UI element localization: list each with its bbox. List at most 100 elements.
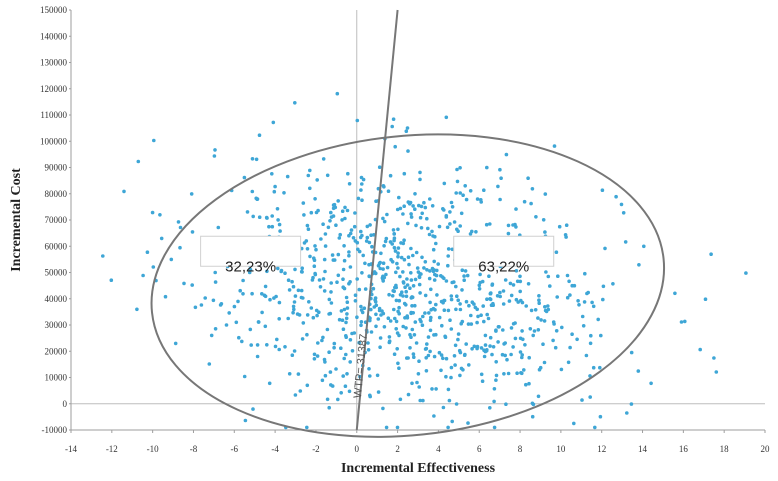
scatter-point xyxy=(319,237,323,241)
scatter-point xyxy=(395,425,400,430)
scatter-point xyxy=(418,170,422,175)
scatter-point xyxy=(376,390,381,394)
scatter-point xyxy=(460,288,464,292)
scatter-point xyxy=(238,288,242,293)
scatter-point xyxy=(479,372,484,377)
annotation-box-bg xyxy=(200,235,302,267)
scatter-point xyxy=(480,279,485,284)
scatter-point xyxy=(405,356,409,360)
scatter-point xyxy=(250,291,254,296)
annotation-box: 63,22% xyxy=(453,235,555,275)
scatter-point xyxy=(234,320,239,325)
scatter-point xyxy=(459,366,464,371)
scatter-point xyxy=(475,320,479,325)
scatter-point xyxy=(444,356,449,361)
scatter-point xyxy=(465,273,470,278)
scatter-point xyxy=(378,266,383,271)
scatter-point xyxy=(273,184,277,189)
scatter-point xyxy=(551,338,555,343)
scatter-point xyxy=(455,179,460,184)
scatter-point xyxy=(360,310,365,315)
scatter-point xyxy=(398,206,403,211)
scatter-point xyxy=(199,303,204,307)
scatter-point xyxy=(283,345,287,349)
scatter-point xyxy=(381,267,385,271)
scatter-point xyxy=(543,192,548,196)
scatter-point xyxy=(629,402,634,406)
scatter-point xyxy=(427,276,432,281)
scatter-point xyxy=(538,365,543,370)
scatter-point xyxy=(213,270,217,275)
scatter-point xyxy=(298,389,303,393)
scatter-point xyxy=(427,232,432,237)
scatter-point xyxy=(449,327,454,331)
scatter-point xyxy=(503,353,508,358)
scatter-point xyxy=(567,279,571,284)
scatter-point xyxy=(408,286,412,291)
scatter-point xyxy=(347,182,352,186)
scatter-point xyxy=(370,244,374,249)
scatter-point xyxy=(277,347,282,352)
scatter-point xyxy=(330,253,335,257)
x-tick-label: 20 xyxy=(761,444,771,454)
scatter-point xyxy=(488,222,492,226)
scatter-point xyxy=(402,257,407,262)
scatter-point xyxy=(518,279,523,284)
scatter-point xyxy=(270,224,275,229)
scatter-point xyxy=(581,324,586,328)
scatter-points xyxy=(101,91,748,430)
scatter-point xyxy=(268,297,272,302)
scatter-point xyxy=(449,200,454,205)
scatter-point xyxy=(335,91,340,96)
scatter-point xyxy=(506,231,511,236)
scatter-point xyxy=(384,236,389,241)
scatter-point xyxy=(265,269,269,274)
scatter-point xyxy=(389,257,393,262)
scatter-point xyxy=(363,287,368,291)
scatter-point xyxy=(398,397,403,402)
scatter-point xyxy=(402,171,407,176)
scatter-point xyxy=(190,230,195,234)
scatter-point xyxy=(454,307,458,312)
confidence-ellipse xyxy=(150,133,666,438)
scatter-point xyxy=(429,308,434,312)
scatter-point xyxy=(378,336,383,340)
scatter-point xyxy=(276,266,280,271)
scatter-point xyxy=(395,347,400,351)
y-tick-label: 120000 xyxy=(40,84,68,94)
scatter-point xyxy=(327,405,332,410)
scatter-point xyxy=(255,197,259,201)
scatter-point xyxy=(423,260,428,264)
scatter-point xyxy=(591,365,596,370)
scatter-point xyxy=(340,209,345,213)
scatter-point xyxy=(565,273,570,278)
scatter-point xyxy=(481,304,486,308)
scatter-point xyxy=(329,290,333,294)
scatter-point xyxy=(586,290,590,295)
scatter-point xyxy=(411,352,416,356)
scatter-point xyxy=(410,381,414,386)
scatter-point xyxy=(391,117,396,121)
scatter-point xyxy=(345,312,349,316)
scatter-point xyxy=(580,398,584,402)
scatter-point xyxy=(603,246,607,251)
scatter-point xyxy=(437,224,442,229)
scatter-point xyxy=(393,249,398,253)
scatter-point xyxy=(407,202,412,206)
scatter-point xyxy=(418,215,423,220)
scatter-point xyxy=(500,352,505,357)
scatter-point xyxy=(601,297,605,302)
scatter-point xyxy=(444,115,449,120)
scatter-point xyxy=(582,300,587,304)
scatter-point xyxy=(267,381,272,386)
scatter-point xyxy=(417,203,421,208)
scatter-point xyxy=(420,323,425,328)
scatter-point xyxy=(308,186,312,191)
scatter-point xyxy=(448,318,452,323)
scatter-point xyxy=(315,313,319,318)
scatter-point xyxy=(424,346,429,351)
scatter-point xyxy=(322,257,327,262)
scatter-point xyxy=(453,343,458,348)
scatter-point xyxy=(203,296,207,300)
scatter-point xyxy=(409,278,414,282)
